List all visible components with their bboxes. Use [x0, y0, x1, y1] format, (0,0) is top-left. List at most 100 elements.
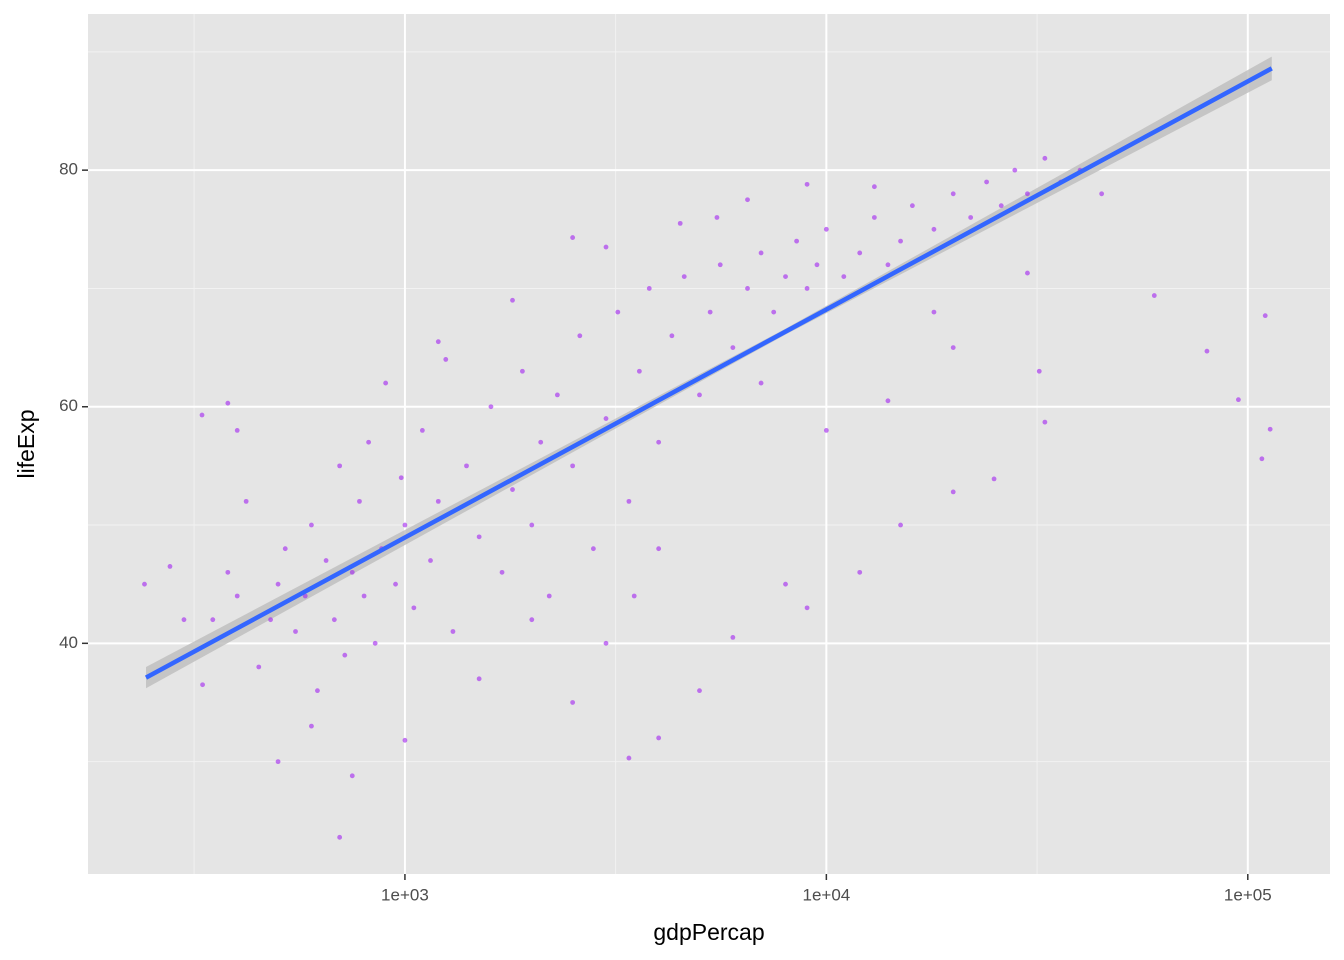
point	[794, 238, 800, 244]
point	[234, 593, 240, 599]
point	[510, 487, 515, 492]
point	[428, 558, 433, 563]
axes: 1e+03 1e+04 1e+05 40 60 80	[59, 160, 1272, 905]
point	[225, 400, 231, 406]
point	[529, 522, 535, 528]
point	[998, 203, 1004, 209]
point	[991, 476, 997, 482]
point	[234, 427, 240, 433]
x-tick-label: 1e+05	[1224, 885, 1272, 904]
point	[554, 392, 560, 398]
trend	[144, 66, 1273, 680]
point	[361, 593, 367, 599]
point	[669, 333, 675, 339]
point	[730, 345, 736, 350]
point	[1262, 313, 1268, 319]
point	[402, 522, 408, 528]
point	[804, 605, 810, 611]
point	[681, 274, 687, 280]
point	[337, 834, 343, 840]
point	[898, 522, 903, 528]
point	[697, 392, 702, 398]
point	[570, 235, 576, 240]
point	[646, 286, 652, 291]
point	[857, 569, 863, 575]
y-tick-label: 80	[59, 160, 78, 179]
point	[411, 605, 417, 611]
point	[590, 546, 596, 552]
x-axis-title: gdpPercap	[653, 919, 764, 945]
point	[1259, 456, 1265, 462]
point	[435, 339, 441, 345]
point	[603, 640, 609, 646]
point	[950, 489, 956, 495]
point	[656, 439, 662, 445]
point	[199, 412, 205, 418]
point	[570, 700, 576, 705]
point	[885, 398, 891, 404]
point	[707, 309, 713, 315]
point	[603, 416, 609, 421]
point	[510, 297, 515, 303]
point	[275, 581, 281, 587]
point	[697, 688, 702, 694]
point	[841, 274, 847, 280]
point	[823, 226, 829, 232]
point	[814, 262, 820, 268]
point	[771, 309, 777, 315]
point	[256, 664, 262, 670]
point	[950, 191, 956, 197]
point	[1267, 426, 1273, 432]
point	[167, 564, 173, 569]
point	[309, 723, 314, 729]
point	[745, 197, 750, 203]
point	[730, 635, 736, 640]
point	[309, 522, 314, 528]
point	[717, 262, 723, 268]
point	[398, 475, 404, 481]
point	[677, 220, 683, 226]
point	[871, 184, 877, 190]
point	[931, 226, 937, 232]
point	[1042, 155, 1048, 161]
y-tick-label: 40	[59, 633, 78, 652]
point	[538, 439, 544, 445]
x-tick-label: 1e+04	[802, 885, 850, 904]
point	[349, 569, 355, 575]
point	[383, 380, 389, 386]
point	[366, 439, 372, 445]
point	[857, 250, 863, 256]
point	[210, 617, 216, 623]
point	[950, 345, 956, 350]
point	[302, 593, 308, 599]
point	[758, 250, 764, 256]
point	[1236, 397, 1241, 403]
point	[898, 238, 903, 244]
point	[293, 629, 298, 634]
point	[402, 737, 408, 743]
grid	[88, 14, 1330, 874]
points	[142, 155, 1273, 840]
x-tick-label: 1e+03	[381, 885, 429, 904]
point	[931, 309, 937, 315]
point	[758, 380, 764, 386]
point	[275, 759, 281, 765]
point	[1204, 348, 1210, 354]
point	[871, 215, 877, 220]
point	[631, 593, 637, 599]
point	[1025, 191, 1030, 197]
point	[450, 629, 456, 634]
y-tick-label: 60	[59, 396, 78, 415]
point	[626, 498, 632, 504]
point	[656, 735, 662, 741]
point	[268, 617, 273, 623]
point	[984, 179, 989, 185]
point	[885, 262, 891, 268]
point	[225, 569, 231, 575]
point	[419, 427, 425, 433]
point	[636, 368, 642, 374]
point	[282, 546, 288, 552]
point	[529, 617, 535, 623]
point	[909, 203, 915, 209]
